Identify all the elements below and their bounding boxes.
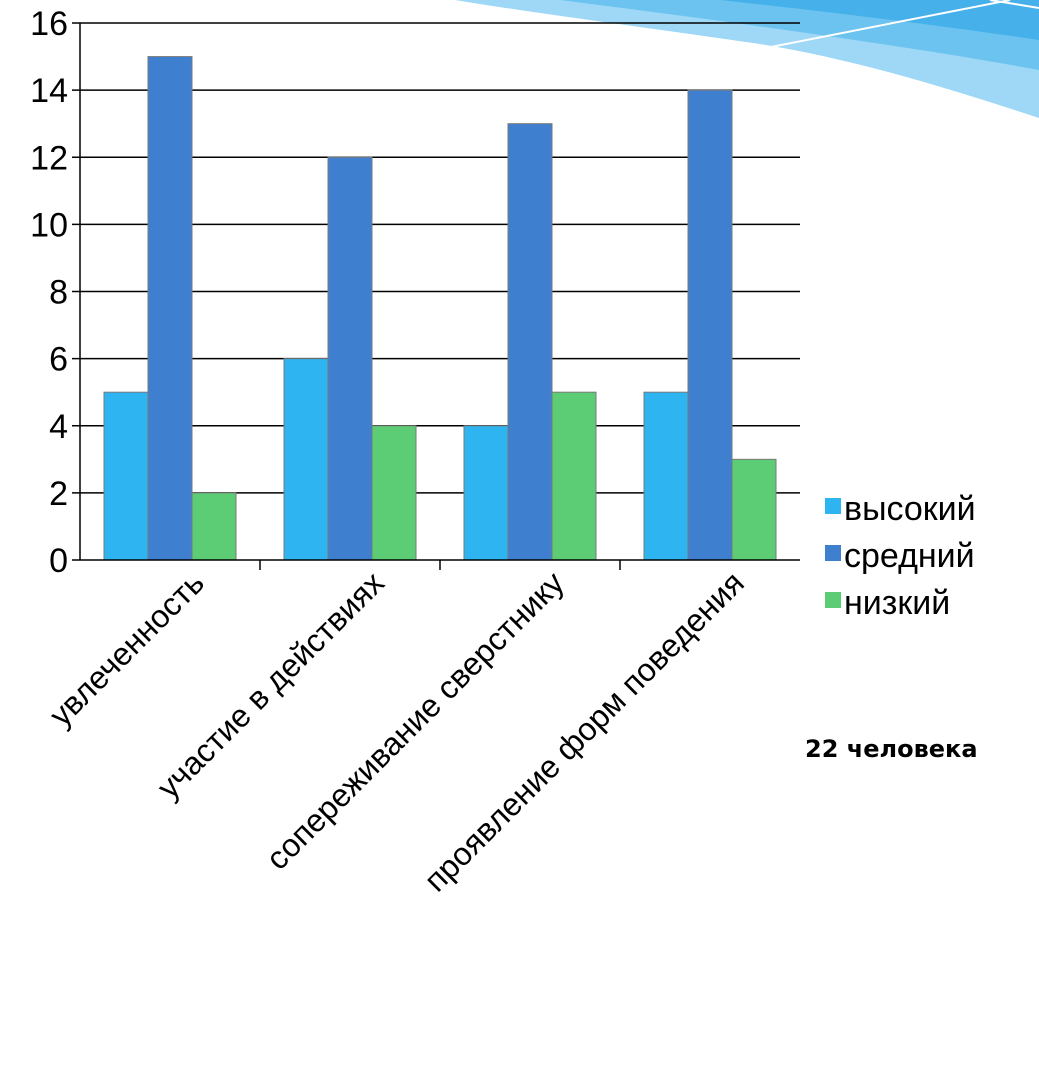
y-tick-label: 16 xyxy=(30,5,68,43)
bar-2-1 xyxy=(371,425,417,561)
chart-legend: высокий средний низкий xyxy=(825,490,976,622)
legend-swatch xyxy=(825,498,841,514)
legend-swatch xyxy=(825,545,841,561)
bar-0-1 xyxy=(283,358,329,561)
bar-2-2 xyxy=(551,391,597,561)
bar-1-2 xyxy=(507,123,553,561)
bar-1-0 xyxy=(147,56,193,561)
x-category-label: проявление форм поведения xyxy=(417,564,751,898)
group-size-note: 22 человека xyxy=(805,735,978,763)
bar-2-3 xyxy=(731,458,777,561)
legend-label: средний xyxy=(844,537,975,575)
y-tick-label: 12 xyxy=(30,139,68,177)
y-tick-label: 2 xyxy=(49,475,68,513)
y-axis-ticks: 0 2 4 6 8 10 12 14 16 xyxy=(30,5,68,580)
legend-swatch xyxy=(825,592,841,608)
bar-0-2 xyxy=(463,425,509,561)
legend-label: низкий xyxy=(844,584,950,622)
x-category-label: сопереживание сверстнику xyxy=(259,564,571,876)
y-tick-label: 14 xyxy=(30,72,68,110)
y-tick-label: 4 xyxy=(49,408,68,446)
y-tick-label: 8 xyxy=(49,274,68,312)
chart-axes xyxy=(72,22,800,570)
y-tick-label: 6 xyxy=(49,341,68,379)
bar-2-0 xyxy=(191,492,237,561)
y-tick-label: 10 xyxy=(30,206,68,244)
bar-1-3 xyxy=(687,89,733,561)
legend-label: высокий xyxy=(844,490,976,528)
bar-1-1 xyxy=(327,156,373,561)
bar-0-3 xyxy=(643,391,689,561)
y-tick-label: 0 xyxy=(49,542,68,580)
x-category-label: увлеченность xyxy=(42,564,211,733)
bar-0-0 xyxy=(103,391,149,561)
chart-bars xyxy=(103,56,777,561)
